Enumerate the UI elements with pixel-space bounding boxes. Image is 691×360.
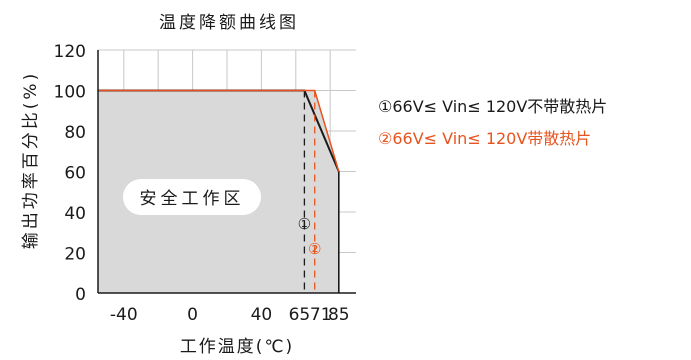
safe-zone-label: 安全工作区 [123, 179, 261, 215]
y-axis-label: 输出功率百分比(%) [21, 71, 41, 249]
legend-entry-2: ②66V≤ Vin≤ 120V带散热片 [378, 129, 591, 148]
safe-zone-label-box [123, 179, 261, 215]
x-tick-label: -40 [110, 305, 138, 325]
x-tick-label: 0 [187, 305, 198, 325]
x-tick-label: 71 [310, 305, 332, 325]
y-tick-label: 80 [64, 123, 86, 143]
series-lines: ①② [98, 89, 340, 293]
y-tick-label: 60 [64, 164, 86, 184]
y-tick-label: 20 [64, 245, 86, 265]
y-tick-label: 120 [54, 42, 86, 62]
y-tick-label: 40 [64, 204, 86, 224]
x-tick-label: 85 [328, 305, 350, 325]
x-tick-label: 40 [251, 305, 273, 325]
safe-zone-label-text: 安全工作区 [140, 189, 245, 209]
x-tick-label: 65 [289, 305, 311, 325]
chart-title: 温度降额曲线图 [159, 13, 299, 33]
legend-entry-1: ①66V≤ Vin≤ 120V不带散热片 [378, 97, 607, 116]
series-marker-1: ① [298, 215, 311, 233]
x-axis-label: 工作温度(℃) [180, 337, 294, 357]
y-tick-label: 100 [54, 83, 86, 103]
series-marker-2: ② [308, 240, 321, 258]
y-tick-label: 0 [75, 285, 86, 305]
legend: ①66V≤ Vin≤ 120V不带散热片 ②66V≤ Vin≤ 120V带散热片 [378, 97, 607, 148]
